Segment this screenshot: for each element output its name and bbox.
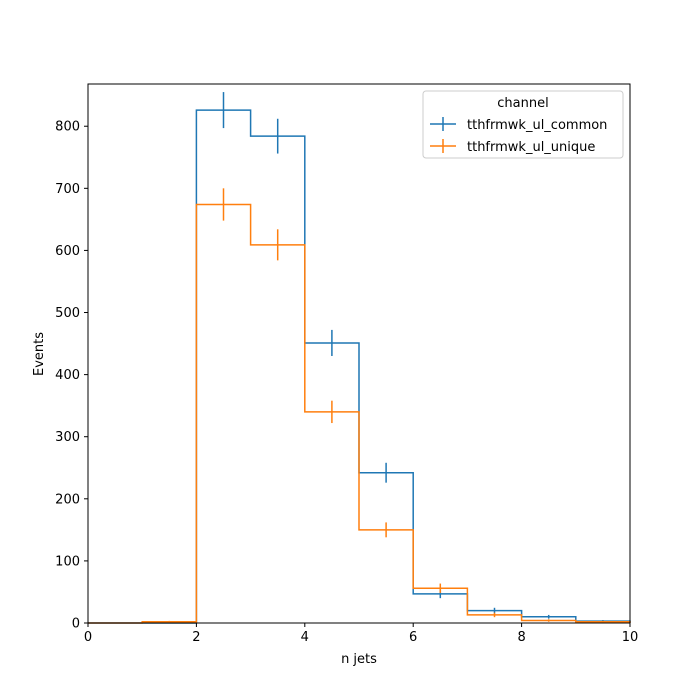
series-common xyxy=(88,92,631,624)
x-tick-label: 10 xyxy=(622,630,639,645)
x-tick-label: 8 xyxy=(517,630,525,645)
y-tick-label: 800 xyxy=(55,120,80,135)
x-tick-label: 0 xyxy=(84,630,92,645)
y-axis-ticks: 0 100 200 300 400 500 600 700 800 xyxy=(55,120,88,632)
histogram-step-line xyxy=(88,203,631,624)
legend-label-common: tthfrmwk_ul_common xyxy=(467,118,607,133)
y-tick-label: 100 xyxy=(55,554,80,569)
x-axis-ticks: 0 2 4 6 8 10 xyxy=(84,623,638,645)
legend-box xyxy=(422,90,624,159)
y-tick-label: 500 xyxy=(55,306,80,321)
y-tick-label: 700 xyxy=(55,182,80,197)
y-axis-label: Events xyxy=(32,332,47,376)
legend-title: channel xyxy=(497,96,548,111)
series-unique xyxy=(88,188,631,624)
y-tick-label: 400 xyxy=(55,368,80,383)
x-axis-label: n jets xyxy=(341,652,377,667)
series-layer xyxy=(88,92,631,624)
x-tick-label: 6 xyxy=(409,630,417,645)
legend-label-unique: tthfrmwk_ul_unique xyxy=(467,140,595,155)
x-tick-label: 2 xyxy=(192,630,200,645)
y-tick-label: 200 xyxy=(55,492,80,507)
x-tick-label: 4 xyxy=(301,630,309,645)
y-tick-label: 0 xyxy=(72,617,80,632)
plot-frame xyxy=(87,83,631,624)
legend-entry-unique: tthfrmwk_ul_unique xyxy=(430,139,595,155)
y-tick-label: 300 xyxy=(55,430,80,445)
y-tick-label: 600 xyxy=(55,244,80,259)
legend-entry-common: tthfrmwk_ul_common xyxy=(430,117,607,133)
legend: channel tthfrmwk_ul_common tthfrmwk_ul_u… xyxy=(422,90,624,159)
